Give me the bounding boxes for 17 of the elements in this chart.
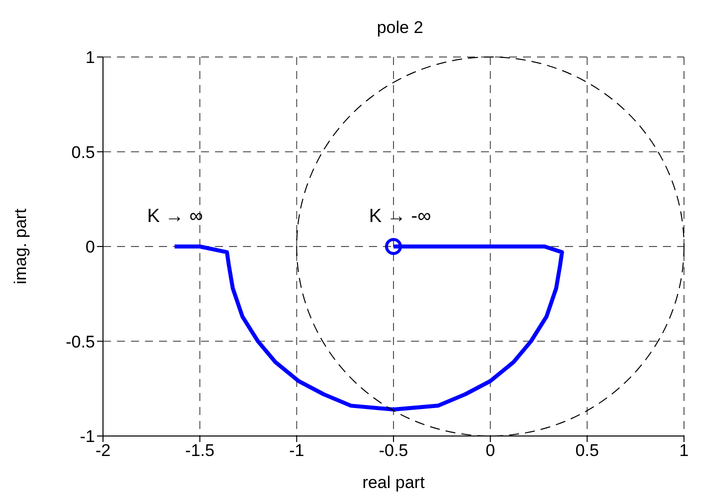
annotation: K → ∞ bbox=[147, 206, 203, 228]
y-tick-label: 0 bbox=[86, 238, 95, 257]
y-tick-label: -0.5 bbox=[66, 332, 95, 352]
x-axis-title: real part bbox=[362, 473, 425, 492]
x-tick-label: -1.5 bbox=[185, 441, 214, 460]
y-axis-title: imag. part bbox=[11, 208, 30, 284]
y-tick-label: 0.5 bbox=[71, 142, 95, 162]
x-tick-label: -1 bbox=[289, 441, 304, 460]
chart-title: pole 2 bbox=[376, 18, 424, 38]
y-tick-label: 1 bbox=[86, 48, 95, 68]
x-tick-label: 0.5 bbox=[575, 441, 599, 460]
y-tick-label: -1 bbox=[80, 427, 95, 446]
annotation: K → -∞ bbox=[368, 206, 432, 228]
x-tick-label: 1 bbox=[679, 441, 689, 460]
x-tick-label: -2 bbox=[95, 441, 111, 460]
x-tick-label: -0.5 bbox=[378, 441, 408, 460]
x-tick-label: 0 bbox=[486, 441, 496, 460]
